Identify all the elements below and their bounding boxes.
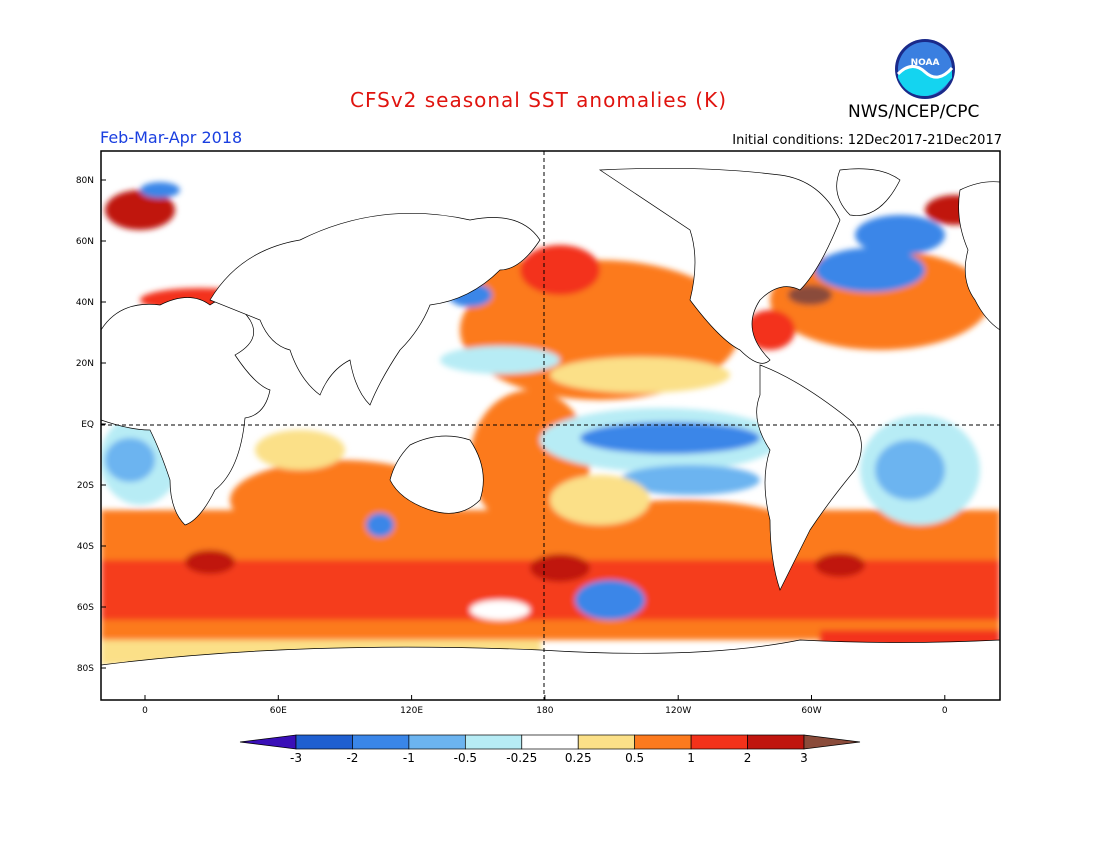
colorbar-label: -0.5 [454, 751, 477, 765]
colorbar: -3 -2 -1 -0.5 -0.25 0.25 0.5 1 2 3 [239, 734, 861, 765]
colorbar-swatch [634, 734, 692, 750]
colorbar-swatch [295, 734, 353, 750]
lat-tick-label: 60N [76, 237, 94, 247]
agency-label: NWS/NCEP/CPC [848, 102, 980, 122]
lon-tick-label: 60E [270, 706, 287, 716]
lon-tick-label: 0 [142, 706, 148, 716]
colorbar-swatch [464, 734, 523, 750]
forecast-period: Feb-Mar-Apr 2018 [100, 128, 243, 147]
lon-tick-label: 180 [536, 706, 553, 716]
chart-title: CFSv2 seasonal SST anomalies (K) [350, 88, 727, 112]
colorbar-label: -0.25 [506, 751, 537, 765]
colorbar-label: 0.5 [625, 751, 644, 765]
colorbar-swatch [408, 734, 466, 750]
lon-tick-label: 120W [665, 706, 691, 716]
lat-tick-label: EQ [81, 420, 94, 430]
noaa-logo: NOAA [895, 39, 955, 99]
lat-tick-label: 20S [77, 481, 94, 491]
colorbar-label: 0.25 [565, 751, 592, 765]
lat-tick-label: 20N [76, 359, 94, 369]
noaa-logo-text: NOAA [911, 58, 940, 68]
lat-tick-label: 80N [76, 176, 94, 186]
colorbar-swatch [352, 734, 410, 750]
colorbar-label: -2 [346, 751, 358, 765]
colorbar-min-arrow [239, 734, 297, 750]
colorbar-label: 3 [800, 751, 808, 765]
lat-tick-label: 80S [77, 664, 94, 674]
colorbar-swatch [747, 734, 805, 750]
lon-tick-label: 0 [942, 706, 948, 716]
lat-tick-label: 40N [76, 298, 94, 308]
colorbar-label: 2 [744, 751, 752, 765]
colorbar-swatch [690, 734, 748, 750]
initial-conditions: Initial conditions: 12Dec2017-21Dec2017 [732, 133, 1002, 148]
colorbar-swatch [577, 734, 636, 750]
colorbar-label: -3 [290, 751, 302, 765]
colorbar-label: 1 [687, 751, 695, 765]
colorbar-label: -1 [403, 751, 415, 765]
lat-tick-label: 40S [77, 542, 94, 552]
colorbar-swatch [521, 734, 579, 750]
colorbar-max-arrow [803, 734, 861, 750]
lat-tick-label: 60S [77, 603, 94, 613]
land-masses [101, 167, 1000, 700]
lon-tick-label: 60W [801, 706, 821, 716]
lon-tick-label: 120E [400, 706, 423, 716]
